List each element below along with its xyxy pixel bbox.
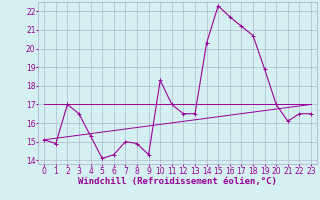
X-axis label: Windchill (Refroidissement éolien,°C): Windchill (Refroidissement éolien,°C) <box>78 177 277 186</box>
